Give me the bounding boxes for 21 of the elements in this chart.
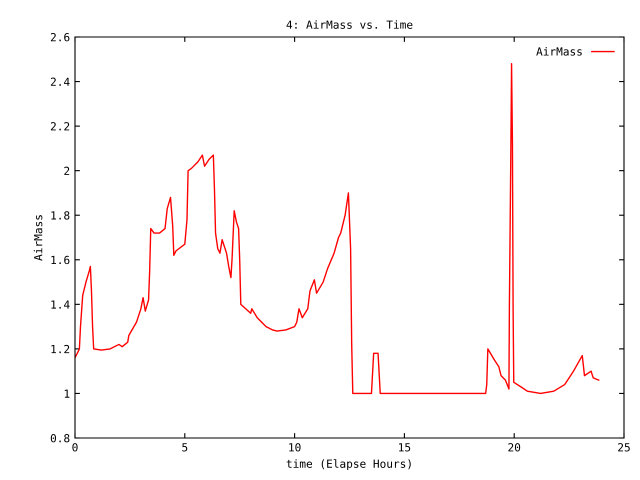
y-tick-label: 0.8 (50, 434, 70, 442)
y-axis-title: AirMass (34, 215, 42, 261)
x-tick-label: 15 (399, 443, 410, 452)
x-tick-label: 10 (289, 443, 301, 452)
y-tick-label: 2.2 (50, 122, 70, 130)
y-tick-label: 1.4 (51, 300, 70, 309)
x-tick-label: 5 (182, 443, 188, 452)
y-tick-label: 2.6 (50, 33, 70, 42)
y-tick-label: 2.4 (50, 78, 70, 86)
x-tick-label: 20 (508, 443, 520, 452)
x-tick-label: 0 (72, 443, 78, 452)
x-axis-title: time (Elapse Hours) (286, 459, 411, 470)
y-tick-label: 1.8 (51, 211, 70, 220)
chart-title: 4: AirMass vs. Time (286, 20, 412, 29)
y-tick-label: 1 (64, 390, 70, 398)
legend-label: AirMass (536, 47, 582, 56)
y-tick-label: 1.2 (51, 344, 70, 354)
line-series (75, 63, 600, 394)
y-tick-label: 1.6 (51, 256, 70, 264)
x-tick-label: 25 (618, 443, 630, 452)
y-tick-label: 2 (64, 166, 70, 175)
